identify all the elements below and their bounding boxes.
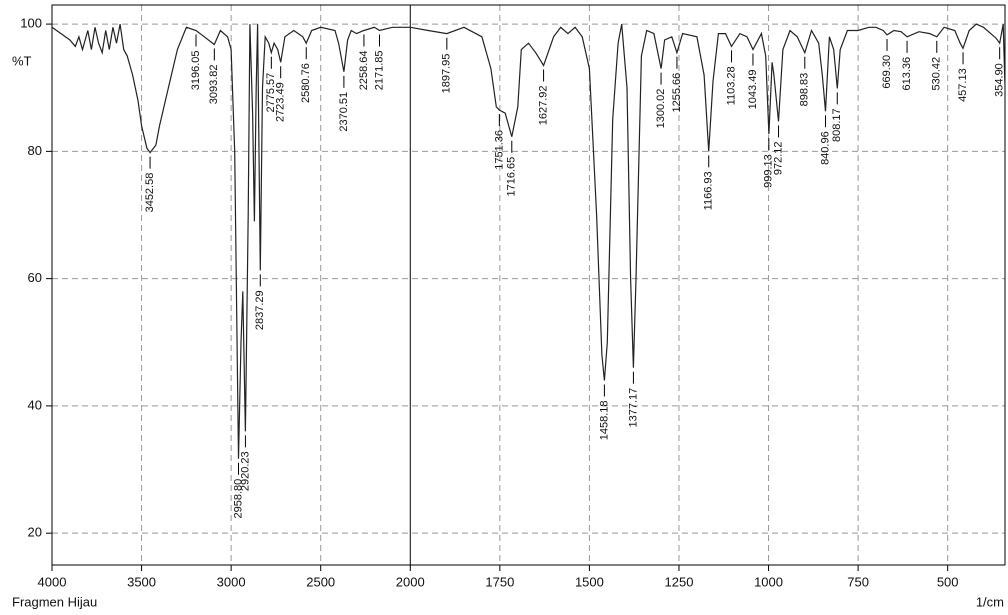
- x-tick-label: 4000: [38, 574, 67, 589]
- peak-label: 972.12: [772, 141, 784, 175]
- x-tick-label: 1250: [665, 574, 694, 589]
- peak-label: 1103.28: [725, 66, 737, 105]
- peak-label: 2258.64: [358, 50, 370, 90]
- y-tick-label: 100: [20, 16, 42, 31]
- peak-label: 2171.85: [373, 50, 385, 90]
- peak-label: 3452.58: [144, 173, 156, 213]
- peak-label: 354.90: [994, 63, 1006, 97]
- x-tick-label: 1000: [754, 574, 783, 589]
- peak-label: 808.17: [831, 108, 843, 142]
- peak-label: 2580.76: [300, 63, 312, 103]
- peak-label: 999.13: [763, 154, 775, 188]
- x-tick-label: 500: [937, 574, 959, 589]
- y-tick-label: 20: [28, 525, 42, 540]
- x-tick-label: 3000: [217, 574, 246, 589]
- spectrum-line: [51, 23, 1006, 459]
- x-tick-label: 750: [847, 574, 869, 589]
- peak-label: 2370.51: [338, 92, 350, 132]
- peak-label: 1716.65: [506, 157, 518, 197]
- peak-label: 2723.49: [275, 82, 287, 122]
- x-axis-label: 1/cm: [976, 594, 1004, 609]
- x-tick-label: 2500: [306, 574, 335, 589]
- plot-frame: [51, 4, 1006, 566]
- peak-label: 2920.23: [239, 451, 251, 491]
- x-tick-label: 1500: [575, 574, 604, 589]
- peak-label: 1166.93: [703, 171, 715, 210]
- peak-label: 613.36: [901, 57, 913, 91]
- y-axis-label: %T: [12, 53, 32, 68]
- peak-label: 840.96: [819, 131, 831, 165]
- peak-label: 3093.82: [208, 64, 220, 104]
- x-tick-label: 2000: [396, 574, 425, 589]
- peak-label: 1627.92: [537, 85, 549, 125]
- peak-label: 898.83: [799, 73, 811, 107]
- peak-label: 1897.95: [441, 54, 453, 94]
- peak-label: 1300.02: [655, 89, 667, 129]
- x-tick-label: 3500: [127, 574, 156, 589]
- y-tick-label: 60: [28, 270, 42, 285]
- peak-label: 1458.18: [598, 400, 610, 440]
- peak-label: 2775.57: [265, 73, 277, 113]
- peak-label: 2837.29: [254, 290, 266, 330]
- peak-label: 1043.49: [747, 70, 759, 110]
- x-tick-label: 1750: [485, 574, 514, 589]
- peak-label: 1255.66: [671, 73, 683, 113]
- peak-label: 669.30: [881, 55, 893, 89]
- peak-label: 2958.80: [232, 479, 244, 519]
- peak-label: 457.13: [957, 68, 969, 102]
- peak-label: 530.42: [931, 57, 943, 91]
- y-tick-label: 80: [28, 143, 42, 158]
- y-tick-label: 40: [28, 397, 42, 412]
- peak-label: 3196.05: [190, 50, 202, 90]
- chart-title: Fragmen Hijau: [12, 594, 97, 609]
- peak-label: 1751.36: [493, 130, 505, 170]
- peak-label: 1377.17: [627, 388, 639, 428]
